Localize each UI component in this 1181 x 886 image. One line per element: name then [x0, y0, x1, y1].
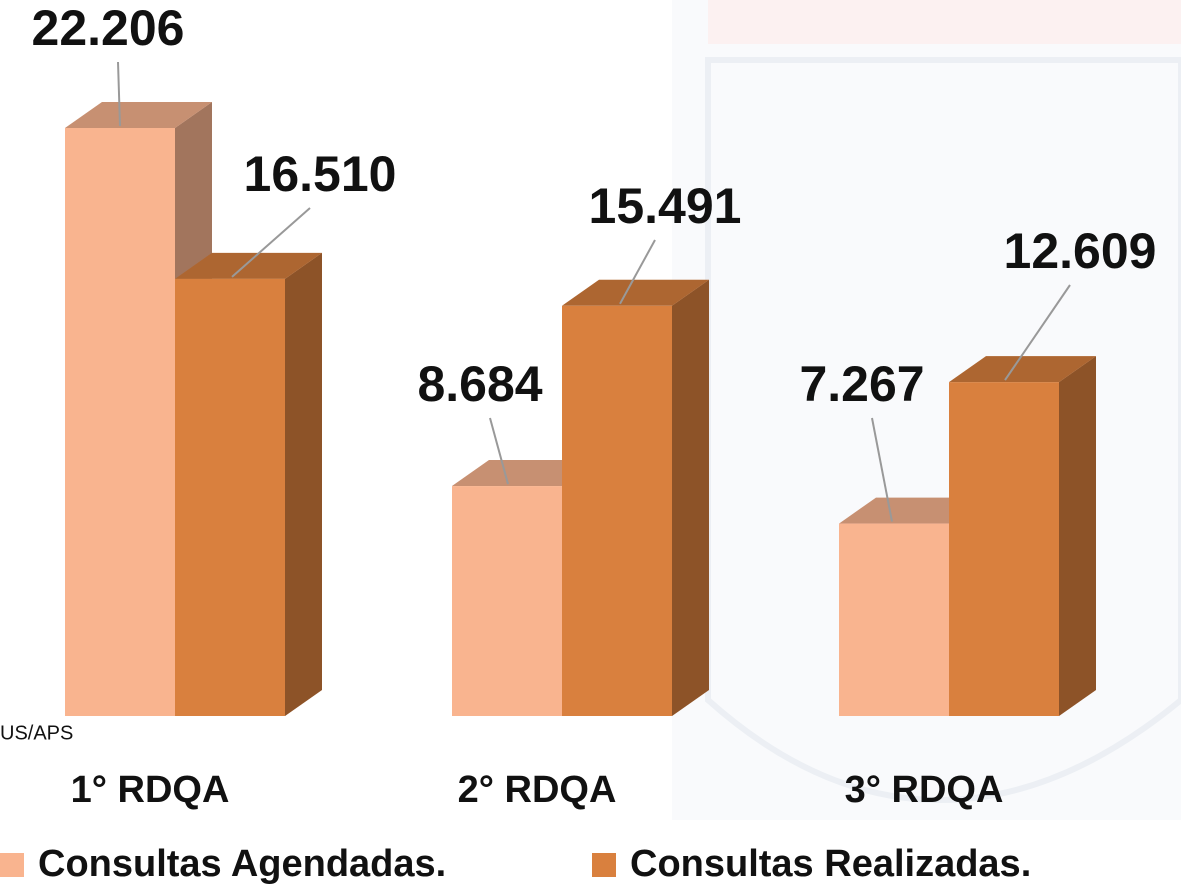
bar [175, 253, 322, 716]
value-label: 15.491 [589, 178, 742, 234]
bar-side-shade [285, 253, 322, 716]
value-label: 7.267 [799, 356, 924, 412]
x-tick-label: 1° RDQA [71, 769, 230, 811]
x-tick-label: 3° RDQA [845, 769, 1004, 811]
bar-side-shade [672, 280, 709, 716]
value-label: 22.206 [32, 0, 185, 56]
bar-front [562, 306, 672, 716]
bar-front [949, 382, 1059, 716]
bar-front [452, 486, 562, 716]
annotation: US/APS [0, 722, 73, 744]
bar [562, 280, 709, 716]
bar-front [839, 524, 949, 716]
value-label: 12.609 [1004, 223, 1157, 279]
legend-swatch [0, 853, 24, 877]
value-label: 8.684 [417, 356, 542, 412]
bar-side-shade [1059, 356, 1096, 716]
bar [949, 356, 1096, 716]
bar-front [175, 279, 285, 716]
chart: US/APS 1° RDQA 22.206 16.510 2° RDQA 8.684 15… [0, 0, 1181, 886]
legend-label: Consultas Realizadas. [630, 843, 1031, 885]
value-label: 16.510 [244, 146, 397, 202]
legend-swatch [592, 853, 616, 877]
bar-front [65, 128, 175, 716]
x-tick-label: 2° RDQA [458, 769, 617, 811]
legend-label: Consultas Agendadas. [38, 843, 446, 885]
